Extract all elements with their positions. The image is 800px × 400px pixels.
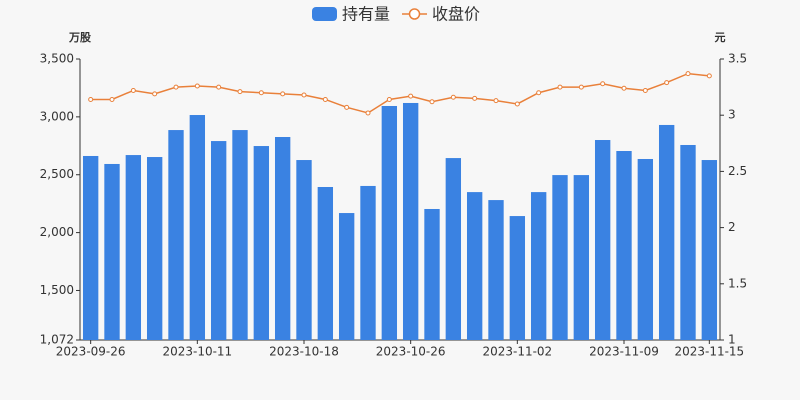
line-point [578,84,584,90]
legend-label: 持有量 [342,5,390,24]
bar [146,157,163,340]
bar [274,137,291,340]
bar [104,163,120,340]
bar [232,130,248,340]
bar [594,140,611,340]
bar [637,158,654,340]
y2-tick-label: 1.5 [728,276,747,290]
line-point [152,91,158,97]
y2-tick-label: 3 [728,108,736,122]
line-point [301,92,307,98]
bar [573,175,590,340]
y-tick-label: 2,500 [40,167,74,181]
line-point [706,73,712,79]
line-point [472,95,478,101]
line-point [408,93,414,99]
line-point [493,98,499,104]
line-point [173,84,179,90]
bar [360,185,376,340]
line-point [365,110,371,116]
bar [296,160,312,340]
bar [253,146,270,340]
y2-axis-unit: 元 [715,31,726,44]
line-point [600,81,606,87]
y2-tick-label: 3.5 [728,52,747,66]
bar [445,158,462,340]
y2-tick-label: 2.5 [728,164,747,178]
bar [402,102,419,341]
bar [488,200,504,340]
y-axis-unit: 万股 [68,31,92,44]
bar [168,130,184,340]
line-point [88,96,94,102]
legend-icon [312,7,337,21]
bar [82,155,99,340]
line-point [514,101,520,107]
line-point [194,83,200,89]
x-tick-label: 2023-10-11 [162,345,232,359]
line-point [258,90,264,96]
bar [125,155,142,340]
line-point [280,91,286,97]
line-point [621,85,627,91]
bar [680,144,696,340]
legend-icon [408,8,421,20]
line-point [344,104,350,110]
bar [616,151,632,340]
line-point [386,96,392,102]
line-point [685,71,691,77]
bar [658,124,675,341]
line-point [450,94,456,100]
line-point [109,96,115,102]
y-tick-label: 1,500 [40,283,74,297]
bar [466,192,483,340]
x-tick-label: 2023-10-26 [376,345,446,359]
y-tick-label: 1,072 [40,333,74,347]
bar [381,105,398,340]
line-point [130,87,136,93]
bar [424,208,440,340]
line-point [322,96,328,102]
line [90,72,710,114]
x-tick-label: 2023-11-09 [589,345,659,359]
x-tick-label: 2023-10-18 [269,345,339,359]
bar [189,115,206,340]
bar [530,192,547,340]
legend-label: 收盘价 [432,5,480,24]
y-tick-label: 3,500 [40,52,74,66]
bar [317,187,334,340]
line-point [216,84,222,90]
bar [552,175,568,340]
y2-tick-label: 2 [728,220,736,234]
line-point [237,89,243,95]
y2-tick-label: 1 [728,333,736,347]
bar [701,160,718,340]
y-tick-label: 2,000 [40,225,74,239]
line-point [536,90,542,96]
x-tick-label: 2023-11-02 [482,345,552,359]
x-tick-label: 2023-11-15 [674,345,744,359]
line-point [557,84,563,90]
bar [509,216,526,340]
y-tick-label: 3,000 [40,109,74,123]
line-point [429,99,435,105]
x-tick-label: 2023-09-26 [56,345,126,359]
line-point [664,80,670,86]
bar [210,141,227,340]
line-point [642,87,648,93]
bar [338,213,355,340]
